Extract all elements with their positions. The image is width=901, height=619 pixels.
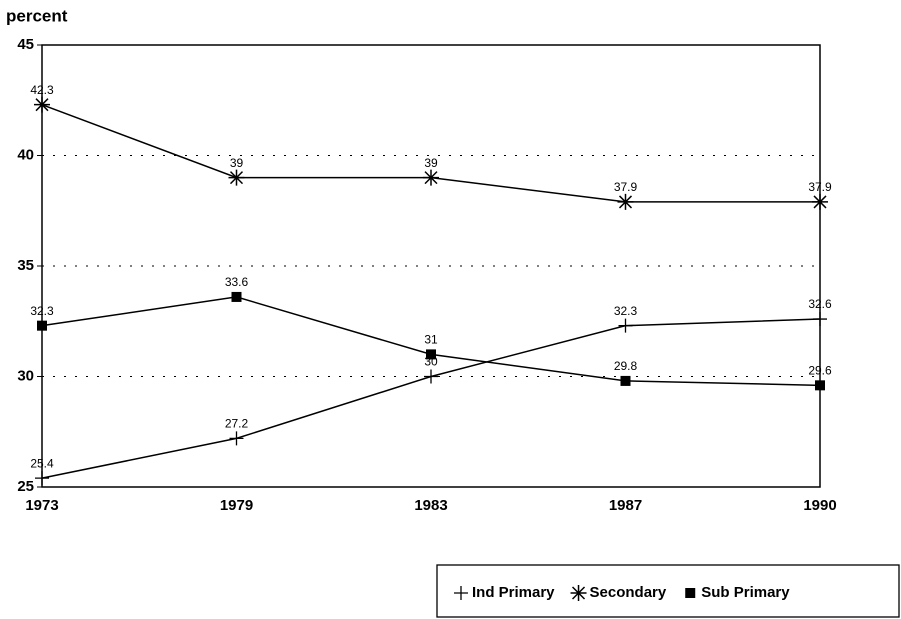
legend-label: Ind Primary	[472, 584, 555, 601]
data-label: 31	[424, 333, 438, 347]
marker-shape	[229, 431, 244, 446]
y-tick-label: 25	[17, 478, 34, 495]
marker	[570, 585, 587, 601]
marker	[35, 471, 49, 486]
x-tick-label: 1987	[609, 497, 642, 514]
y-tick-label: 30	[17, 367, 34, 384]
marker	[618, 318, 633, 333]
data-label: 37.9	[614, 180, 638, 194]
marker	[685, 588, 696, 598]
series-line	[41, 103, 820, 203]
marker	[34, 96, 50, 113]
marker-shape	[423, 169, 439, 186]
data-label: 32.6	[808, 297, 832, 311]
marker	[229, 431, 244, 446]
marker-shape	[37, 320, 47, 331]
marker	[812, 193, 828, 210]
marker	[231, 291, 242, 302]
marker	[454, 586, 468, 600]
y-axis-label: percent	[6, 6, 68, 25]
marker-shape	[813, 312, 827, 327]
marker	[617, 193, 634, 210]
y-tick-label: 40	[17, 146, 34, 163]
data-label: 42.3	[30, 83, 54, 97]
marker-shape	[35, 471, 49, 486]
legend-box	[436, 564, 900, 618]
legend-label: Sub Primary	[701, 584, 790, 601]
marker-shape	[228, 169, 245, 186]
x-tick-label: 1973	[25, 497, 58, 514]
marker-shape	[454, 586, 468, 600]
data-label: 29.8	[614, 359, 638, 373]
x-tick-label: 1983	[414, 497, 447, 514]
y-tick-label: 35	[17, 257, 34, 274]
legend-label: Secondary	[590, 584, 667, 601]
marker	[228, 169, 245, 186]
marker	[37, 320, 47, 331]
data-label: 32.3	[614, 304, 638, 318]
marker-shape	[812, 193, 828, 210]
marker-shape	[34, 96, 50, 113]
marker-shape	[570, 585, 587, 601]
marker	[620, 375, 631, 386]
data-label: 39	[230, 156, 244, 170]
data-label: 27.2	[225, 417, 249, 431]
data-label: 39	[424, 156, 438, 170]
y-tick-label: 45	[17, 36, 34, 53]
marker-shape	[620, 375, 631, 386]
marker-shape	[685, 588, 696, 598]
x-tick-label: 1979	[220, 497, 253, 514]
marker-shape	[231, 291, 242, 302]
marker	[426, 349, 436, 360]
marker-shape	[426, 349, 436, 360]
marker-shape	[424, 369, 438, 384]
marker	[813, 312, 827, 327]
data-label: 29.6	[808, 364, 832, 378]
data-label: 32.3	[30, 304, 54, 318]
marker	[815, 380, 825, 391]
data-label: 33.6	[225, 275, 249, 289]
marker-shape	[618, 318, 633, 333]
marker	[423, 169, 439, 186]
data-label: 25.4	[30, 456, 54, 470]
x-tick-label: 1990	[803, 497, 836, 514]
marker	[424, 369, 438, 384]
marker-shape	[617, 193, 634, 210]
marker-shape	[815, 380, 825, 391]
data-label: 37.9	[808, 180, 832, 194]
